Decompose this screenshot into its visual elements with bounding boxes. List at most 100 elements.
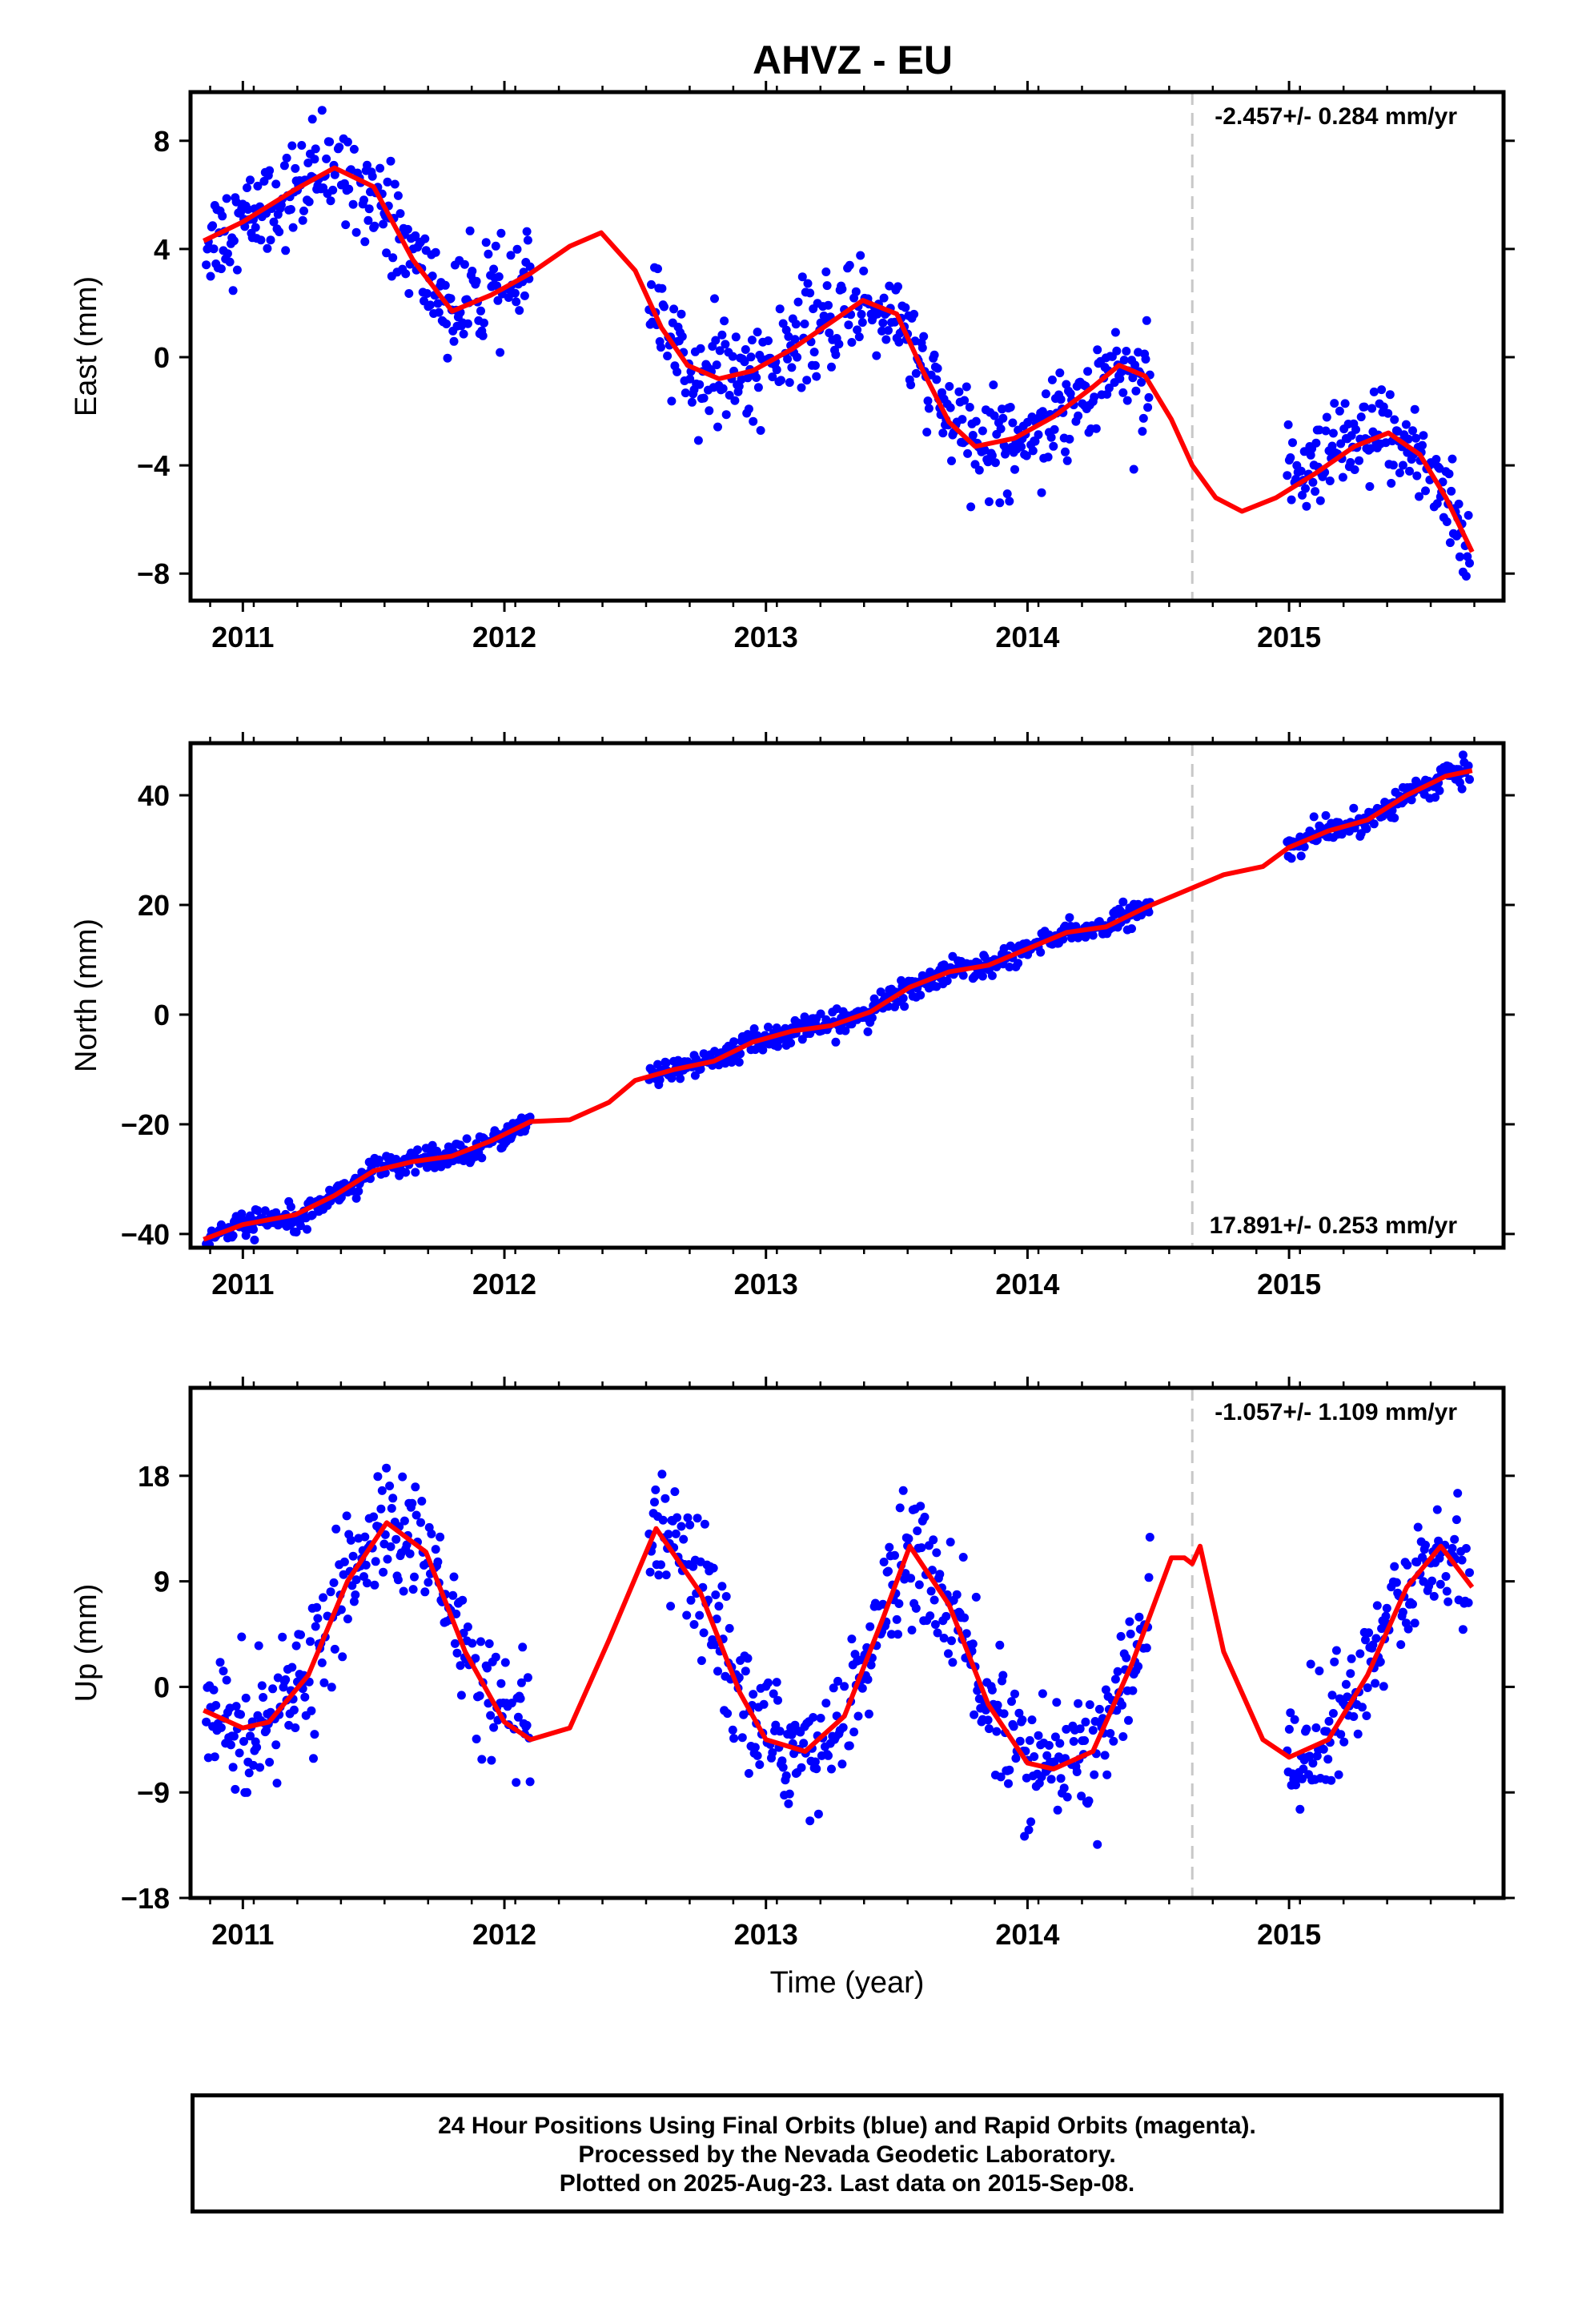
data-point [468, 267, 477, 275]
data-point [218, 211, 227, 221]
data-point [884, 1566, 893, 1576]
data-point [904, 1534, 913, 1543]
data-point [1319, 1744, 1328, 1754]
data-point [206, 271, 215, 281]
data-point [984, 1724, 994, 1734]
data-point [1349, 1712, 1359, 1721]
data-point [1284, 1724, 1294, 1734]
data-point [1324, 1716, 1334, 1726]
data-point [347, 1186, 357, 1196]
data-point [729, 1037, 739, 1047]
data-point [436, 1532, 445, 1542]
data-point [890, 1550, 899, 1560]
data-point [313, 1614, 323, 1623]
data-point [449, 1572, 459, 1582]
data-point [1398, 1607, 1407, 1617]
data-point [840, 1682, 849, 1691]
data-point [857, 310, 866, 319]
data-point [1088, 1726, 1098, 1735]
data-point [312, 1602, 322, 1612]
data-point [403, 224, 412, 234]
data-point [786, 1038, 796, 1047]
data-point [459, 329, 468, 339]
data-point [944, 1649, 953, 1659]
data-point [816, 1009, 825, 1019]
data-point [386, 1542, 396, 1551]
data-point [405, 1549, 415, 1558]
data-point [734, 1057, 744, 1067]
data-point [655, 1075, 665, 1084]
data-point [1024, 1825, 1034, 1835]
data-point [297, 141, 307, 150]
data-point [787, 363, 797, 372]
data-point [898, 994, 908, 1003]
data-point [963, 448, 973, 458]
data-point [307, 1706, 316, 1715]
data-point [712, 360, 721, 370]
data-point [1431, 455, 1441, 464]
data-point [911, 368, 921, 378]
data-point [1027, 412, 1037, 422]
data-point [1053, 1805, 1062, 1815]
data-point [296, 1630, 305, 1639]
data-point [906, 1574, 916, 1583]
data-point [401, 269, 411, 279]
data-point [1113, 1667, 1122, 1676]
data-point [481, 238, 491, 247]
data-point [1036, 947, 1046, 957]
y-tick-label: 8 [154, 125, 170, 158]
data-point [241, 1693, 251, 1703]
data-point [785, 1789, 794, 1799]
data-point [717, 1582, 727, 1591]
data-point [689, 1620, 699, 1629]
data-point [822, 281, 832, 291]
y-tick-label: −4 [137, 449, 170, 482]
data-point [491, 1652, 500, 1662]
data-point [380, 1530, 390, 1539]
data-point [510, 288, 520, 298]
data-point [1403, 434, 1413, 444]
data-point [1465, 1568, 1474, 1578]
data-point [978, 971, 987, 981]
data-point [412, 1510, 421, 1520]
data-point [802, 376, 812, 385]
data-point [926, 1586, 936, 1596]
data-point [256, 235, 266, 245]
data-point [1377, 385, 1387, 395]
data-point [1341, 1679, 1351, 1689]
data-point [962, 382, 971, 392]
data-point [1131, 386, 1141, 396]
data-point [999, 1709, 1009, 1719]
data-point [235, 1748, 244, 1758]
x-tick-label: 2013 [734, 1918, 798, 1951]
data-point [813, 1809, 823, 1819]
data-point [1059, 1783, 1069, 1793]
data-point [676, 1074, 685, 1084]
y-axis-label: East (mm) [70, 276, 103, 416]
data-point [1065, 913, 1074, 923]
data-point [335, 143, 344, 152]
data-point [448, 1590, 458, 1600]
data-point [1340, 399, 1350, 408]
data-point [872, 351, 881, 360]
data-point [781, 1771, 791, 1780]
data-point [1015, 1736, 1025, 1746]
data-point [348, 1551, 358, 1561]
data-point [303, 159, 313, 167]
data-point [1362, 824, 1371, 834]
data-point [892, 1614, 901, 1624]
data-point [916, 1502, 926, 1511]
data-point [1347, 1654, 1356, 1663]
data-point [1432, 1505, 1442, 1514]
data-point [1364, 1628, 1374, 1638]
data-point [821, 267, 831, 276]
data-point [709, 1563, 718, 1573]
data-point [1379, 402, 1388, 412]
data-point [291, 1228, 301, 1236]
data-point [1429, 1591, 1439, 1601]
data-point [721, 410, 731, 420]
data-point [713, 422, 722, 432]
model-curve [202, 165, 1475, 553]
data-point [483, 1663, 492, 1673]
